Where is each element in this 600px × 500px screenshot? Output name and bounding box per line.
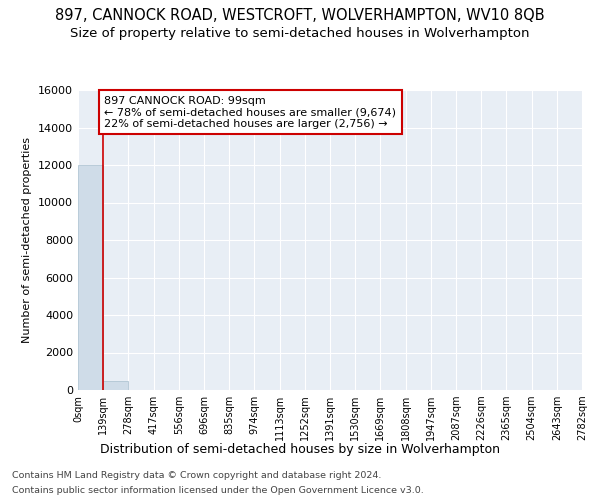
Text: Size of property relative to semi-detached houses in Wolverhampton: Size of property relative to semi-detach… — [70, 28, 530, 40]
Text: 897 CANNOCK ROAD: 99sqm
← 78% of semi-detached houses are smaller (9,674)
22% of: 897 CANNOCK ROAD: 99sqm ← 78% of semi-de… — [104, 96, 397, 129]
Text: Contains public sector information licensed under the Open Government Licence v3: Contains public sector information licen… — [12, 486, 424, 495]
Bar — [103, 380, 128, 390]
Text: 897, CANNOCK ROAD, WESTCROFT, WOLVERHAMPTON, WV10 8QB: 897, CANNOCK ROAD, WESTCROFT, WOLVERHAMP… — [55, 8, 545, 22]
Text: Contains HM Land Registry data © Crown copyright and database right 2024.: Contains HM Land Registry data © Crown c… — [12, 471, 382, 480]
Text: Distribution of semi-detached houses by size in Wolverhampton: Distribution of semi-detached houses by … — [100, 442, 500, 456]
Bar — [78, 165, 103, 390]
Y-axis label: Number of semi-detached properties: Number of semi-detached properties — [22, 137, 32, 343]
